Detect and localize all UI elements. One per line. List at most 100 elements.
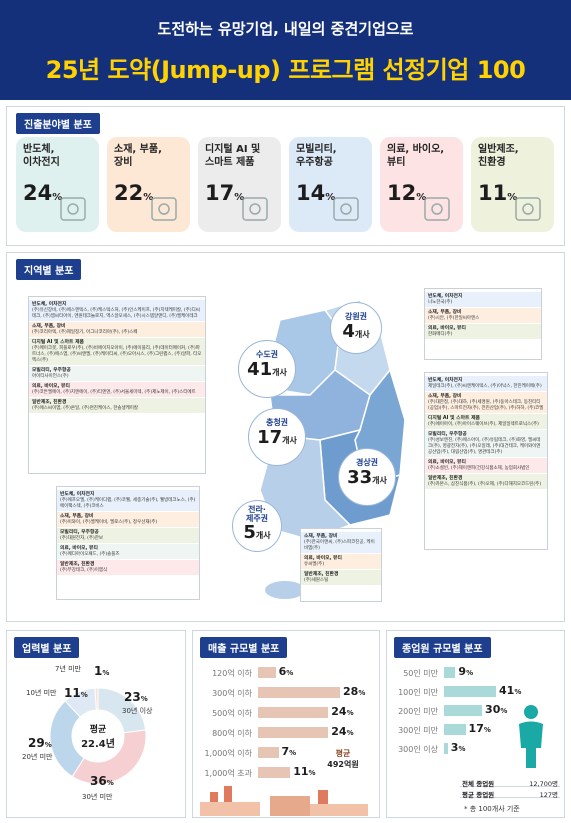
region-list-heading: 디지털 AI 및 스마트 제품 — [428, 416, 480, 421]
employee-value-label: 9% — [458, 665, 474, 678]
industry-card-value: 22% — [114, 181, 154, 205]
industry-card: 반도체, 이차전지 24% — [16, 137, 99, 232]
age-value-label: 11% — [64, 686, 88, 700]
sales-bar — [258, 767, 291, 778]
region-list-jeolla: 소재, 부품, 장비 (주)한국이앤씨, (주)스파코진공, 케이비엠(주) 의료,… — [300, 528, 382, 602]
region-list-group: 소재, 부품, 장비 (주)시안, (주)한일씨아엔스 — [425, 308, 541, 323]
region-list-companies: (주)성보엔진, (주)에스아이, (주)유림테크, (주)화영, 엘씨테크(주… — [428, 438, 541, 455]
industry-card: 일반제조, 친환경 11% — [471, 137, 554, 232]
region-list-group: 소재, 부품, 장비 (주)한국이앤씨, (주)스파코진공, 케이비엠(주) — [301, 532, 381, 553]
age-category-label: 30년 이상 — [122, 707, 153, 715]
region-list-companies: (주)에프오엘, (주)케이디랩, (주)코웰, 세종기술(주), 웰빙테크노스… — [60, 498, 196, 509]
employee-value-label: 3% — [450, 741, 466, 754]
region-list-heading: 일반제조, 친환경 — [304, 572, 339, 577]
region-list-group: 모빌리티, 우주항공 (주)대원전자, (주)한보 — [57, 528, 199, 543]
sales-bar — [258, 667, 276, 678]
region-list-heading: 반도체, 이차전지 — [60, 492, 95, 497]
industry-card-label: 의료, 바이오, 뷰티 — [387, 144, 445, 168]
employee-value-label: 30% — [485, 703, 508, 716]
sales-section-title: 매출 규모별 분포 — [200, 637, 288, 658]
employee-summary-row: 전체 종업원 12,700명 — [460, 776, 560, 788]
region-list-chungcheong: 반도체, 이차전지 (주)에프오엘, (주)케이디랩, (주)코웰, 세종기술(주… — [56, 486, 200, 600]
age-average-value: 22.4년 — [81, 739, 115, 750]
industry-card: 소재, 부품, 장비 22% — [107, 137, 190, 232]
region-bubble-jeolla: 전라· 제주권 5개사 — [232, 500, 282, 552]
region-list-companies: (주)시안, (주)한일씨아엔스 — [428, 316, 480, 321]
region-list-group: 모빌리티, 우주항공 (주)성보엔진, (주)에스아이, (주)유림테크, (주)… — [425, 430, 547, 457]
age-value-label: 36% — [90, 774, 114, 788]
industry-card: 모빌리티, 우주항공 14% — [289, 137, 372, 232]
region-list-companies: (주)대원전자, (주)한보 — [60, 536, 104, 541]
region-list-group: 의료, 바이오, 뷰티 (주)메디아이오패드, (주)솔플즈 — [57, 544, 199, 559]
region-list-group: 일반제조, 친환경 (주)세원스틸 — [301, 570, 381, 585]
employee-category-label: 300인 미만 — [398, 726, 438, 735]
sales-category-label: 1,000억 초과 — [204, 769, 252, 778]
industry-card-value: 11% — [478, 181, 518, 205]
region-list-companies: (주)유신장비, (주)에스엔텍스, (주)케스텍스처, (주)인스케이프, (… — [32, 308, 200, 319]
region-list-heading: 소재, 부품, 장비 — [428, 394, 462, 399]
region-list-companies: (주)소셜빈, (주)제이앤피(건강식품소제, 농업회사법인 — [428, 466, 530, 471]
industry-card-label: 소재, 부품, 장비 — [114, 144, 162, 168]
map-jeju — [265, 581, 305, 599]
region-list-group: 소재, 부품, 장비 (주)코리아텍, (주)제일정기, 아그나코리아(주), (… — [29, 322, 205, 337]
age-average-label: 평균 — [89, 725, 107, 735]
region-list-group: 반도체, 이차전지 (주)에프오엘, (주)케이디랩, (주)코웰, 세종기술(주… — [57, 490, 199, 511]
ai-brain-icon — [242, 197, 268, 221]
dna-icon — [424, 197, 450, 221]
region-list-heading: 소재, 부품, 장비 — [60, 514, 94, 519]
sales-average-value: 492억원 — [327, 760, 359, 769]
sales-value-label: 28% — [343, 685, 366, 698]
industry-card: 디지털 AI 및 스마트 제품 17% — [198, 137, 281, 232]
region-list-group: 의료, 바이오, 뷰티 유씨엘(주) — [301, 554, 381, 569]
sales-value-label: 7% — [281, 745, 297, 758]
employee-bar — [444, 686, 496, 697]
region-list-group: 반도체, 이차전지 (주)유신장비, (주)에스엔텍스, (주)케스텍스처, (주… — [29, 300, 205, 321]
industry-card: 의료, 바이오, 뷰티 12% — [380, 137, 463, 232]
sales-category-label: 800억 이하 — [212, 729, 252, 738]
industry-section-title: 진출분야별 분포 — [16, 113, 100, 134]
region-list-companies: (주)한국이앤씨, (주)스파코진공, 케이비엠(주) — [304, 540, 375, 551]
age-donut-hole — [72, 710, 124, 762]
region-list-heading: 의료, 바이오, 뷰티 — [304, 556, 342, 561]
region-list-group: 일반제조, 친환경 (주)카본스, 삼진식품(주), (주)오제, (주)다해지오… — [425, 474, 547, 489]
region-list-group: 디지털 AI 및 스마트 제품 (주)메이크봇, 피플로우(주), (주)비에이치… — [29, 338, 205, 365]
age-average: 평균 22.4년 — [73, 722, 123, 750]
sales-value-label: 11% — [293, 765, 316, 778]
region-list-heading: 소재, 부품, 장비 — [428, 310, 462, 315]
sales-average-label: 평균 — [335, 749, 351, 758]
sales-average: 평균 492억원 — [318, 748, 368, 770]
age-value-label: 1% — [94, 664, 110, 678]
region-list-gyeongsang: 반도체, 이차전지 제일테크(주), (주)씨엔케이텍스, (주)아낙스, 한진케… — [424, 372, 548, 550]
region-list-heading: 반도체, 이차전지 — [428, 294, 463, 299]
region-bubble-chungcheong: 충청권 17개사 — [248, 408, 306, 466]
industry-card-label: 모빌리티, 우주항공 — [296, 144, 337, 168]
sales-value-label: 24% — [331, 705, 354, 718]
industry-card-value: 12% — [387, 181, 427, 205]
region-list-heading: 모빌리티, 우주항공 — [32, 368, 71, 373]
region-list-companies: 한화메디(주) — [428, 332, 453, 337]
employee-category-label: 200인 미만 — [398, 707, 438, 716]
sales-category-label: 500억 이하 — [212, 709, 252, 718]
sales-bar — [258, 707, 329, 718]
robot-arm-icon — [151, 197, 177, 221]
factory-leaf-icon — [515, 197, 541, 221]
region-list-heading: 의료, 바이오, 뷰티 — [60, 546, 98, 551]
region-list-companies: (주)코리아텍, (주)제일정기, 아그나코리아(주), (주)스페 — [32, 330, 138, 335]
region-list-companies: (주)에이아이, (주)아이스웨이브(주), 제일일렉트로닉스(주) — [428, 422, 539, 427]
employees-section-title: 종업원 규모별 분포 — [394, 637, 491, 658]
region-list-companies: 제일테크(주), (주)씨엔케이텍스, (주)아낙스, 한진케이메(주) — [428, 384, 542, 389]
employee-category-label: 100인 미만 — [398, 688, 438, 697]
region-list-sudo: 반도체, 이차전지 (주)유신장비, (주)에스엔텍스, (주)케스텍스처, (주… — [28, 296, 206, 474]
region-list-heading: 일반제조, 친환경 — [32, 400, 67, 405]
region-list-companies: (주)이와이, (주)엘케이비, 엘로스(주), 정우선재(주) — [60, 520, 158, 525]
region-list-group: 반도체, 이차전지 나노한국(주) — [425, 292, 541, 307]
region-list-companies: (주)에스씨이엠, (주)온일, (주)천진케이스, 한솔생케미칼 — [32, 406, 139, 411]
age-value-label: 23% — [124, 690, 148, 704]
employee-summary-row: 평균 종업원 127명 — [460, 787, 560, 799]
region-bubble-sudo: 수도권 41개사 — [238, 340, 296, 398]
region-list-companies: (주)부강테크, (주)이엠식 — [60, 568, 108, 573]
rocket-icon — [333, 197, 359, 221]
industry-card-label: 디지털 AI 및 스마트 제품 — [205, 144, 261, 168]
region-list-group: 의료, 바이오, 뷰티 (주)코튼엘에이, (주)지엔에이, (주)티엔엔, (주… — [29, 382, 205, 397]
region-list-group: 소재, 부품, 장비 (주)대한정, (주)대하, (주)세명원, (주)동아스테… — [425, 392, 547, 413]
